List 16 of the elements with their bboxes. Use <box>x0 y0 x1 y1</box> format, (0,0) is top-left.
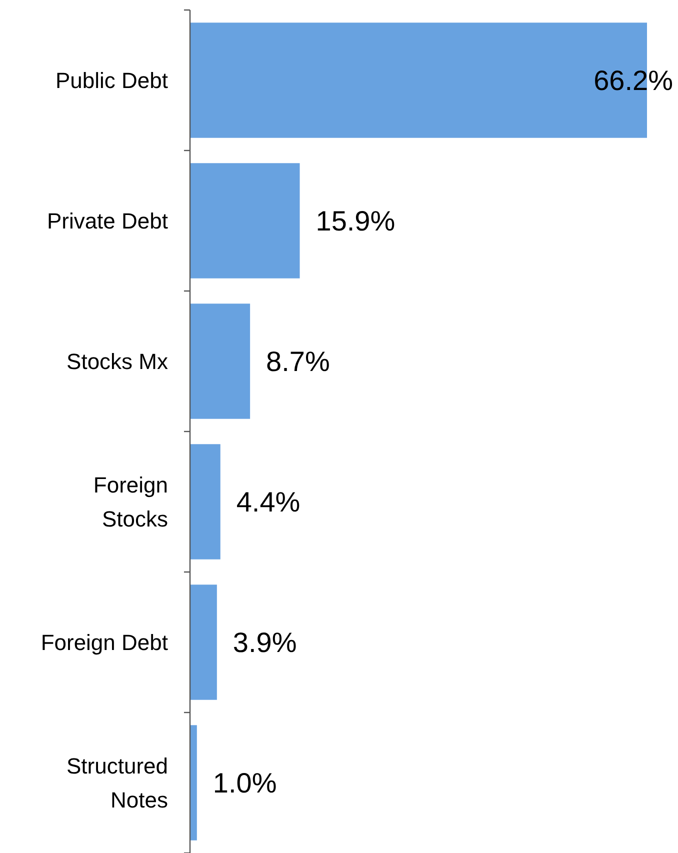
y-tick-label: Foreign Debt <box>40 630 168 655</box>
y-tick-label: Foreign Stocks <box>93 472 168 532</box>
y-tick-label: Stocks Mx <box>66 348 168 374</box>
y-tick-label: Private Debt <box>46 208 168 234</box>
data-label: 1.0% <box>212 768 277 799</box>
data-label: 3.9% <box>232 627 297 658</box>
y-tick-label: Structured Notes <box>66 753 168 812</box>
bar <box>190 584 217 700</box>
data-label: 15.9% <box>316 206 396 237</box>
y-tick-label: Public Debt <box>55 68 168 93</box>
data-label: 8.7% <box>266 346 330 378</box>
bar <box>190 163 300 278</box>
bar <box>190 444 220 560</box>
bar <box>190 725 197 840</box>
data-label: 4.4% <box>236 486 300 518</box>
bar <box>190 304 250 419</box>
